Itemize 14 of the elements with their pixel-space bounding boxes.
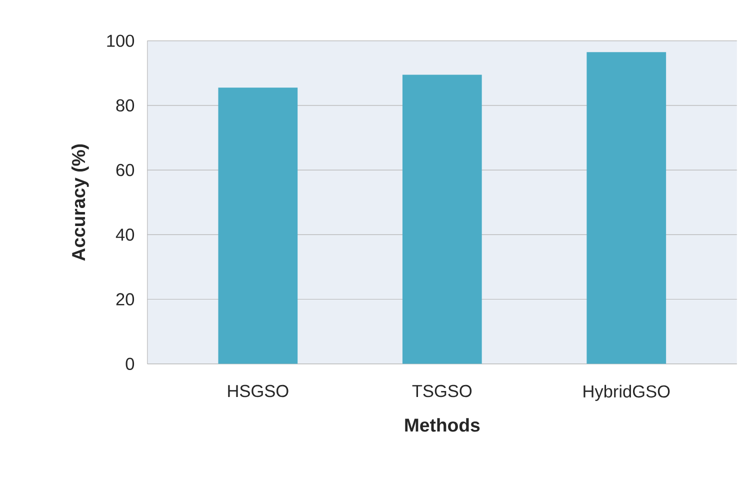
y-axis-title: Accuracy (%): [71, 144, 89, 261]
bar: [586, 52, 666, 364]
x-tick-label: TSGSO: [412, 384, 472, 398]
bar: [218, 88, 298, 364]
y-tick-label: 80: [116, 99, 134, 112]
y-tick-label: 100: [107, 34, 134, 47]
bar: [402, 74, 482, 364]
y-tick-label: 0: [126, 358, 134, 370]
y-tick-label: 20: [116, 293, 134, 306]
y-tick-label: 60: [116, 164, 134, 176]
x-tick-label: HybridGSO: [584, 384, 670, 401]
x-axis-title: Methods: [405, 418, 480, 432]
y-tick-label: 40: [116, 228, 134, 241]
x-tick-label: HSGSO: [228, 384, 288, 398]
